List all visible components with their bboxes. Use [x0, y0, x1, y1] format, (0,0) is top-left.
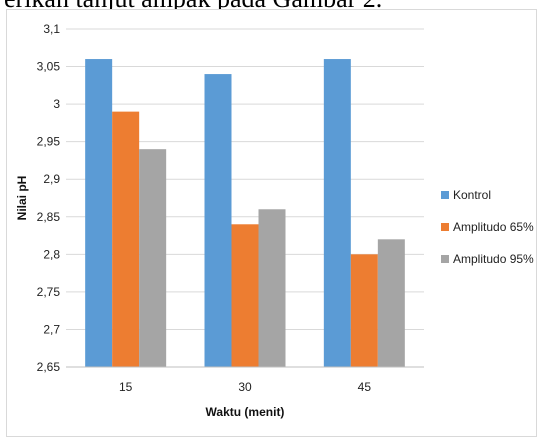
- bar-amplitudo-95--45: [377, 239, 405, 367]
- bar-kontrol-15: [85, 59, 113, 368]
- x-tick-label: 45: [358, 380, 372, 394]
- bar-kontrol-30: [204, 74, 232, 368]
- bar-kontrol-45: [323, 59, 351, 368]
- y-tick-label: 2,7: [43, 322, 60, 336]
- y-tick-label: 2,65: [37, 360, 61, 374]
- bar-amplitudo-95--15: [139, 149, 167, 367]
- x-tick-labels: 15 30 45: [119, 380, 371, 394]
- y-tick-label: 2,8: [43, 247, 60, 261]
- legend-swatch: [441, 223, 449, 231]
- y-tick-label: 2,95: [37, 135, 61, 149]
- legend-swatch: [441, 255, 449, 263]
- bar-amplitudo-65--45: [350, 254, 378, 367]
- bar-amplitudo-65--15: [112, 111, 140, 367]
- legend: Kontrol Amplitudo 65% Amplitudo 95%: [441, 188, 534, 266]
- bars: [85, 59, 405, 368]
- x-axis-title: Waktu (menit): [206, 405, 285, 419]
- bar-amplitudo-95--30: [258, 209, 286, 367]
- y-tick-label: 3: [53, 97, 60, 111]
- y-tick-label: 3,05: [37, 60, 61, 74]
- y-tick-labels: 2,65 2,7 2,75 2,8 2,85 2,9 2,95 3 3,05 3,1: [37, 22, 61, 374]
- y-tick-label: 2,85: [37, 210, 61, 224]
- y-tick-label: 2,75: [37, 285, 61, 299]
- legend-swatch: [441, 191, 449, 199]
- y-axis-title: Nilai pH: [15, 176, 29, 221]
- x-tick-label: 30: [238, 380, 252, 394]
- y-tick-label: 3,1: [43, 22, 60, 36]
- legend-label: Amplitudo 95%: [453, 252, 534, 266]
- legend-label: Amplitudo 65%: [453, 220, 534, 234]
- legend-label: Kontrol: [453, 188, 491, 202]
- y-tick-label: 2,9: [43, 172, 60, 186]
- x-tick-label: 15: [119, 380, 133, 394]
- bar-amplitudo-65--30: [231, 224, 259, 367]
